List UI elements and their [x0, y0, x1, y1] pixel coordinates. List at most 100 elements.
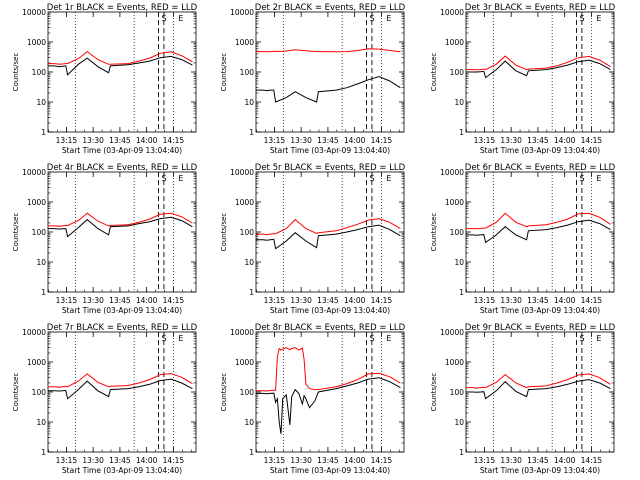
y-tick-label: 1000 — [27, 38, 46, 47]
x-tick-label: 13:45 — [317, 296, 339, 305]
plot-frame — [255, 11, 405, 133]
x-tick-label: 13:45 — [109, 296, 131, 305]
x-axis-label: Start Time (03-Apr-09 13:04:40) — [62, 466, 182, 475]
plot-frame — [255, 331, 405, 453]
series-events-line — [256, 224, 401, 250]
y-tick-label: 1000 — [27, 358, 46, 367]
marker-label-s: S — [369, 174, 374, 183]
x-tick-label: 13:15 — [474, 296, 496, 305]
marker-label-e: E — [386, 174, 391, 183]
marker-label-s: S — [579, 334, 584, 343]
series-events-line — [256, 76, 401, 103]
x-tick-label: 13:15 — [56, 456, 78, 465]
x-tick-label: 13:30 — [500, 296, 522, 305]
x-tick-label: 13:45 — [527, 136, 549, 145]
x-tick-label: 13:30 — [82, 456, 104, 465]
x-tick-label: 14:00 — [554, 296, 576, 305]
series-lld-line — [256, 48, 401, 53]
x-tick-label: 14:00 — [344, 456, 366, 465]
marker-label-s: S — [161, 174, 166, 183]
x-tick-label: 14:00 — [136, 136, 158, 145]
panel-5: Det 5r BLACK = Events, RED = LLD 1 10 100 10… — [220, 163, 406, 315]
x-tick-label: 13:30 — [82, 296, 104, 305]
x-tick-label: 14:15 — [581, 136, 603, 145]
plot-frame — [465, 331, 615, 453]
x-tick-label: 14:15 — [371, 136, 393, 145]
panel-9: Det 9r BLACK = Events, RED = LLD 1 10 100 10… — [430, 323, 616, 475]
x-axis-label: Start Time (03-Apr-09 13:04:40) — [480, 146, 600, 155]
panel-1: Det 1r BLACK = Events, RED = LLD 1 10 100 10… — [12, 3, 198, 155]
y-tick-label: 1 — [41, 448, 46, 457]
x-axis-label: Start Time (03-Apr-09 13:04:40) — [270, 146, 390, 155]
series-events-line — [48, 378, 193, 400]
x-axis-label: Start Time (03-Apr-09 13:04:40) — [62, 306, 182, 315]
marker-label-e: E — [178, 14, 183, 23]
y-tick-label: 10 — [36, 418, 46, 427]
y-tick-label: 100 — [32, 68, 47, 77]
marker-label-s: S — [579, 14, 584, 23]
x-tick-label: 14:15 — [163, 136, 185, 145]
y-axis-label: Counts/sec — [430, 53, 438, 92]
x-tick-label: 13:30 — [82, 136, 104, 145]
y-tick-label: 100 — [32, 228, 47, 237]
plot-frame — [465, 171, 615, 293]
y-tick-label: 10 — [244, 98, 254, 107]
series-events-line — [466, 59, 611, 79]
y-axis-label: Counts/sec — [220, 373, 228, 412]
panel-4: Det 4r BLACK = Events, RED = LLD 1 10 100 10… — [12, 163, 198, 315]
y-tick-label: 1000 — [445, 358, 464, 367]
y-axis-label: Counts/sec — [12, 213, 20, 252]
panel-2: Det 2r BLACK = Events, RED = LLD 1 10 100 10… — [220, 3, 406, 155]
y-tick-label: 10000 — [22, 328, 46, 337]
x-tick-label: 13:30 — [500, 456, 522, 465]
y-tick-label: 10000 — [440, 8, 464, 17]
x-axis-label: Start Time (03-Apr-09 13:04:40) — [270, 306, 390, 315]
panel-8: Det 8r BLACK = Events, RED = LLD 1 10 100 10… — [220, 323, 406, 475]
y-axis-label: Counts/sec — [430, 373, 438, 412]
x-tick-label: 13:15 — [56, 296, 78, 305]
y-tick-label: 1 — [459, 128, 464, 137]
plot-title: Det 1r BLACK = Events, RED = LLD — [47, 3, 198, 13]
y-tick-label: 100 — [32, 388, 47, 397]
y-tick-label: 1 — [249, 288, 254, 297]
y-tick-label: 10000 — [22, 8, 46, 17]
series-lld-line — [256, 347, 401, 392]
x-tick-label: 13:30 — [290, 136, 312, 145]
y-tick-label: 1 — [459, 448, 464, 457]
y-axis-label: Counts/sec — [12, 53, 20, 92]
marker-label-s: S — [579, 174, 584, 183]
x-tick-label: 13:15 — [474, 456, 496, 465]
marker-label-e: E — [596, 334, 601, 343]
x-tick-label: 13:45 — [109, 136, 131, 145]
y-tick-label: 10000 — [22, 168, 46, 177]
y-tick-label: 1 — [41, 128, 46, 137]
y-axis-label: Counts/sec — [220, 213, 228, 252]
y-tick-label: 1000 — [27, 198, 46, 207]
x-tick-label: 14:15 — [581, 456, 603, 465]
plot-title: Det 9r BLACK = Events, RED = LLD — [465, 323, 616, 333]
plot-title: Det 5r BLACK = Events, RED = LLD — [255, 163, 406, 173]
plot-frame — [465, 11, 615, 133]
y-tick-label: 10 — [454, 418, 464, 427]
series-events-line — [466, 219, 611, 244]
x-tick-label: 13:45 — [109, 456, 131, 465]
plot-title: Det 4r BLACK = Events, RED = LLD — [47, 163, 198, 173]
x-tick-label: 13:30 — [500, 136, 522, 145]
marker-label-e: E — [596, 174, 601, 183]
y-tick-label: 1 — [41, 288, 46, 297]
plot-title: Det 8r BLACK = Events, RED = LLD — [255, 323, 406, 333]
series-lld-line — [466, 55, 611, 71]
y-tick-label: 1 — [249, 128, 254, 137]
x-axis-label: Start Time (03-Apr-09 13:04:40) — [480, 466, 600, 475]
series-lld-line — [48, 50, 193, 65]
y-tick-label: 10 — [36, 258, 46, 267]
y-tick-label: 10 — [454, 258, 464, 267]
x-tick-label: 14:00 — [554, 136, 576, 145]
y-tick-label: 1000 — [445, 38, 464, 47]
plot-title: Det 2r BLACK = Events, RED = LLD — [255, 3, 406, 13]
marker-label-e: E — [178, 174, 183, 183]
series-events-line — [466, 379, 611, 400]
x-tick-label: 14:00 — [344, 296, 366, 305]
y-tick-label: 100 — [240, 228, 255, 237]
marker-label-s: S — [161, 334, 166, 343]
